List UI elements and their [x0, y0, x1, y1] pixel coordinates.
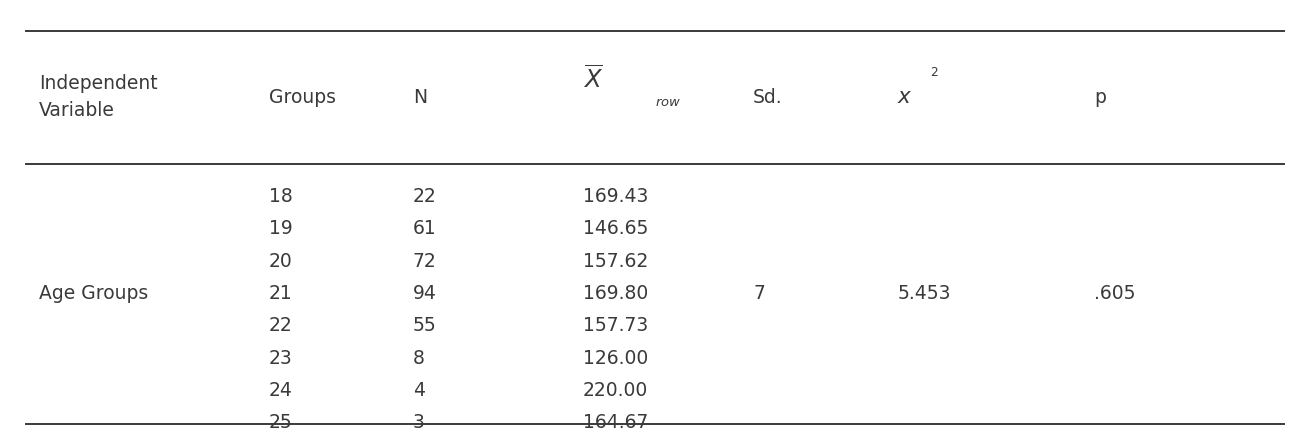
Text: 169.43: 169.43: [583, 187, 648, 206]
Text: 24: 24: [269, 381, 292, 400]
Text: 19: 19: [269, 220, 292, 238]
Text: 126.00: 126.00: [583, 349, 648, 367]
Text: 5.453: 5.453: [897, 284, 951, 303]
Text: 7: 7: [753, 284, 765, 303]
Text: 220.00: 220.00: [583, 381, 648, 400]
Text: .605: .605: [1094, 284, 1136, 303]
Text: 164.67: 164.67: [583, 413, 648, 432]
Text: 61: 61: [413, 220, 436, 238]
Text: 146.65: 146.65: [583, 220, 648, 238]
Text: Sd.: Sd.: [753, 88, 783, 107]
Text: $\mathit{x}$: $\mathit{x}$: [897, 87, 913, 107]
Text: 157.73: 157.73: [583, 316, 648, 335]
Text: $^{2}$: $^{2}$: [930, 69, 939, 86]
Text: 4: 4: [413, 381, 424, 400]
Text: Age Groups: Age Groups: [39, 284, 148, 303]
Text: Independent
Variable: Independent Variable: [39, 75, 159, 120]
Text: 3: 3: [413, 413, 424, 432]
Text: 169.80: 169.80: [583, 284, 648, 303]
Text: $\overline{X}$: $\overline{X}$: [583, 66, 603, 93]
Text: 25: 25: [269, 413, 292, 432]
Text: $_{row}$: $_{row}$: [655, 90, 681, 109]
Text: 157.62: 157.62: [583, 252, 648, 271]
Text: 72: 72: [413, 252, 436, 271]
Text: 21: 21: [269, 284, 292, 303]
Text: 94: 94: [413, 284, 436, 303]
Text: 8: 8: [413, 349, 424, 367]
Text: 22: 22: [413, 187, 436, 206]
Text: 55: 55: [413, 316, 436, 335]
Text: 18: 18: [269, 187, 292, 206]
Text: N: N: [413, 88, 427, 107]
Text: 20: 20: [269, 252, 292, 271]
Text: 22: 22: [269, 316, 292, 335]
Text: 23: 23: [269, 349, 292, 367]
Text: p: p: [1094, 88, 1106, 107]
Text: Groups: Groups: [269, 88, 335, 107]
